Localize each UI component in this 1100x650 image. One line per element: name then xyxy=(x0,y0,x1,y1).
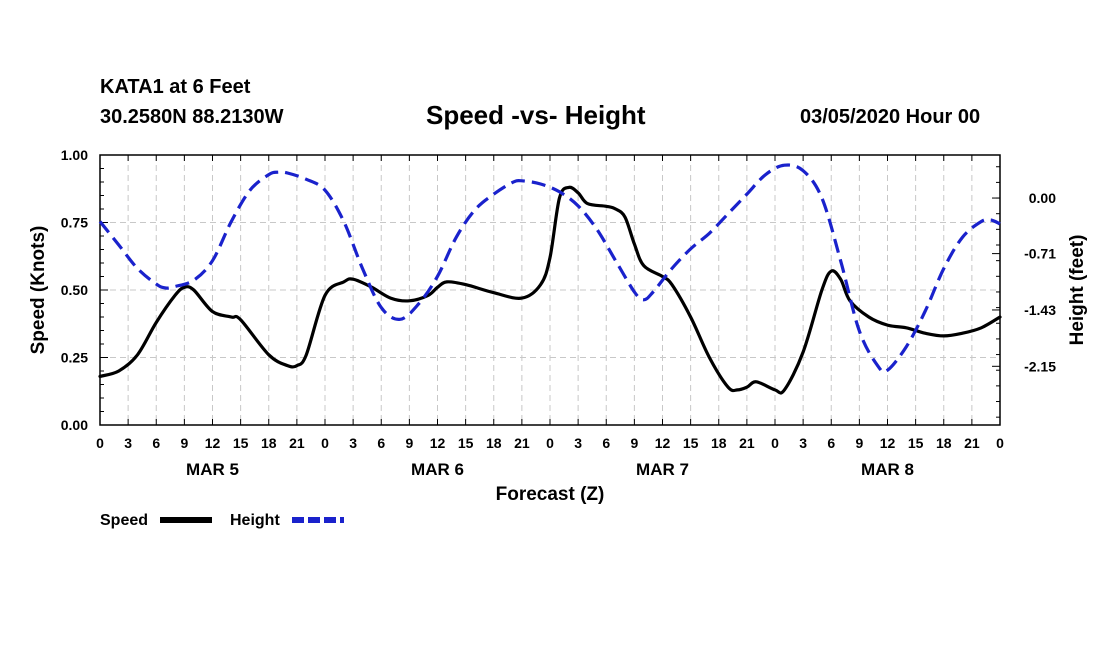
x-tick-label: 6 xyxy=(152,435,160,451)
left-y-axis-ticks: 0.00 0.25 0.50 0.75 1.00 xyxy=(61,147,108,433)
left-y-axis-label: Speed (Knots) xyxy=(28,226,49,355)
x-tick-label: 21 xyxy=(964,435,980,451)
right-y-tick-label: -2.15 xyxy=(1024,358,1056,374)
day-label: MAR 6 xyxy=(411,460,464,479)
day-label: MAR 7 xyxy=(636,460,689,479)
legend-height-label: Height xyxy=(230,512,280,529)
x-tick-label: 15 xyxy=(233,435,249,451)
x-tick-label: 3 xyxy=(349,435,357,451)
x-tick-label: 12 xyxy=(880,435,896,451)
day-label: MAR 5 xyxy=(186,460,239,479)
x-tick-label: 0 xyxy=(771,435,779,451)
x-tick-label: 0 xyxy=(321,435,329,451)
x-tick-label: 18 xyxy=(936,435,952,451)
x-tick-label: 18 xyxy=(486,435,502,451)
left-y-tick-label: 1.00 xyxy=(61,147,88,163)
right-y-tick-label: -1.43 xyxy=(1024,302,1056,318)
grid-lines xyxy=(100,155,1000,425)
data-lines xyxy=(98,163,1002,395)
speed-series-line xyxy=(98,185,1002,395)
x-tick-label: 15 xyxy=(458,435,474,451)
left-y-tick-label: 0.25 xyxy=(61,350,88,366)
station-coordinates: 30.2580N 88.2130W xyxy=(100,106,284,128)
left-y-tick-label: 0.00 xyxy=(61,417,88,433)
day-labels: MAR 5 MAR 6 MAR 7 MAR 8 xyxy=(186,460,914,479)
x-tick-label: 12 xyxy=(205,435,221,451)
x-axis-label: Forecast (Z) xyxy=(496,484,605,505)
x-tick-label: 15 xyxy=(908,435,924,451)
x-tick-label: 3 xyxy=(799,435,807,451)
x-tick-label: 0 xyxy=(546,435,554,451)
x-axis-ticks: 0 3 6 9 12 15 18 21 0 3 6 9 12 15 18 21 0 3 6 9 12 15 18 21 0 3 6 9… xyxy=(96,155,1004,451)
legend: Speed Height xyxy=(100,512,344,529)
x-tick-label: 9 xyxy=(855,435,863,451)
right-y-tick-label: -0.71 xyxy=(1024,246,1056,262)
left-y-tick-label: 0.75 xyxy=(61,215,88,231)
right-y-axis-ticks: 0.00 -0.71 -1.43 -2.15 xyxy=(992,166,1056,418)
x-tick-label: 3 xyxy=(124,435,132,451)
x-tick-label: 21 xyxy=(739,435,755,451)
left-y-tick-label: 0.50 xyxy=(61,282,88,298)
x-tick-label: 6 xyxy=(377,435,385,451)
x-tick-label: 3 xyxy=(574,435,582,451)
x-tick-label: 9 xyxy=(630,435,638,451)
x-tick-label: 9 xyxy=(405,435,413,451)
x-tick-label: 0 xyxy=(96,435,104,451)
x-tick-label: 21 xyxy=(514,435,530,451)
x-tick-label: 9 xyxy=(180,435,188,451)
forecast-date: 03/05/2020 Hour 00 xyxy=(800,106,981,128)
right-y-axis-label: Height (feet) xyxy=(1067,235,1088,346)
x-tick-label: 15 xyxy=(683,435,699,451)
legend-speed-label: Speed xyxy=(100,512,148,529)
height-series-line xyxy=(98,163,1001,374)
chart-title: Speed -vs- Height xyxy=(426,100,646,130)
x-tick-label: 6 xyxy=(827,435,835,451)
x-tick-label: 12 xyxy=(430,435,446,451)
station-name: KATA1 at 6 Feet xyxy=(100,76,251,98)
right-y-tick-label: 0.00 xyxy=(1029,190,1056,206)
x-tick-label: 18 xyxy=(261,435,277,451)
x-tick-label: 0 xyxy=(996,435,1004,451)
day-label: MAR 8 xyxy=(861,460,914,479)
x-tick-label: 6 xyxy=(602,435,610,451)
x-tick-label: 12 xyxy=(655,435,671,451)
x-tick-label: 21 xyxy=(289,435,305,451)
x-tick-label: 18 xyxy=(711,435,727,451)
